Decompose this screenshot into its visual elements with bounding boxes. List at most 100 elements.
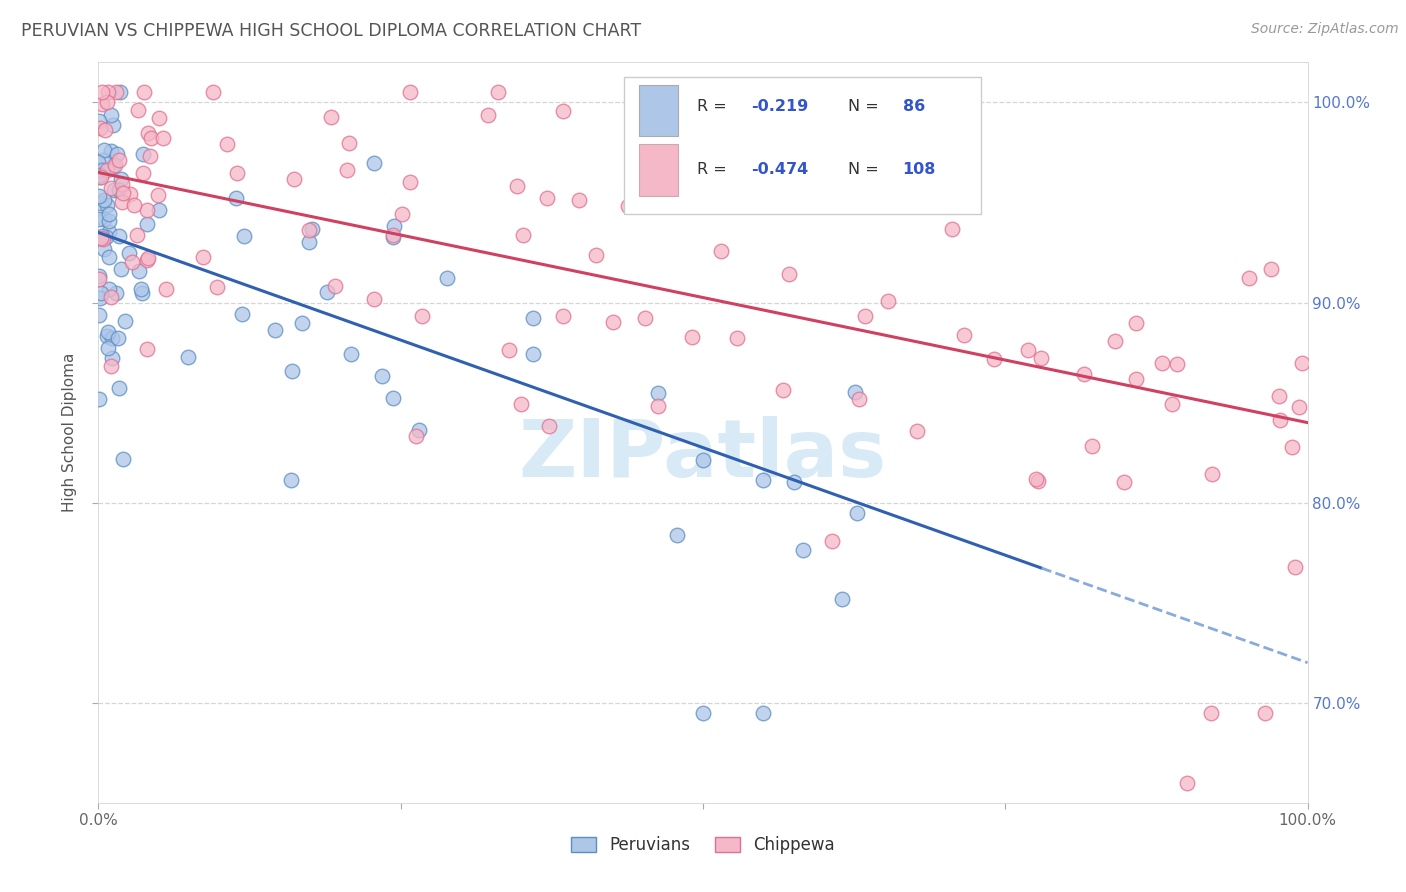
Point	[101, 351, 124, 365]
Point	[381, 230, 404, 244]
Point	[1031, 351, 1053, 366]
Point	[681, 330, 703, 344]
Y-axis label: High School Diploma: High School Diploma	[62, 353, 77, 512]
Point	[104, 158, 127, 172]
Point	[568, 193, 591, 207]
Point	[853, 310, 876, 324]
Point	[647, 399, 669, 413]
Point	[100, 145, 122, 159]
Point	[98, 282, 121, 296]
Point	[105, 86, 128, 100]
Point	[783, 475, 806, 489]
Point	[202, 86, 225, 100]
Point	[148, 111, 170, 125]
Point	[100, 108, 122, 122]
Point	[553, 104, 575, 119]
Point	[91, 153, 114, 167]
Point	[89, 120, 111, 135]
Point	[509, 397, 531, 411]
Point	[845, 506, 868, 520]
Point	[692, 706, 714, 720]
Point	[127, 227, 149, 242]
Point	[831, 592, 853, 607]
Text: R =: R =	[697, 162, 733, 178]
Point	[506, 178, 529, 193]
Point	[136, 343, 159, 357]
Point	[1026, 474, 1049, 488]
Point	[93, 211, 115, 226]
Point	[1260, 261, 1282, 276]
Point	[633, 311, 655, 326]
Point	[291, 316, 314, 330]
Point	[1150, 356, 1173, 370]
Point	[87, 189, 110, 203]
Point	[336, 163, 359, 178]
Point	[105, 147, 128, 161]
Point	[281, 363, 304, 377]
Point	[152, 131, 174, 145]
Point	[122, 197, 145, 211]
Point	[111, 178, 134, 192]
Point	[93, 193, 115, 207]
Point	[191, 250, 214, 264]
Point	[134, 86, 156, 100]
Point	[1284, 560, 1306, 574]
Point	[110, 172, 132, 186]
Point	[89, 291, 111, 305]
Point	[89, 169, 111, 184]
Point	[129, 282, 152, 296]
Point	[486, 86, 509, 100]
Point	[848, 392, 870, 407]
Legend: Peruvians, Chippewa: Peruvians, Chippewa	[564, 830, 842, 861]
Point	[280, 473, 302, 487]
Point	[112, 186, 135, 201]
Point	[97, 326, 120, 340]
Point	[97, 225, 120, 239]
Point	[87, 211, 110, 226]
Point	[107, 183, 129, 197]
FancyBboxPatch shape	[638, 144, 678, 195]
Point	[93, 242, 115, 256]
Point	[321, 111, 343, 125]
Point	[96, 95, 118, 109]
Point	[692, 453, 714, 467]
Point	[118, 246, 141, 260]
Point	[225, 191, 247, 205]
FancyBboxPatch shape	[638, 85, 678, 136]
Point	[522, 347, 544, 361]
Point	[551, 309, 574, 323]
Point	[91, 97, 114, 112]
Point	[477, 108, 499, 122]
Point	[877, 294, 900, 309]
Point	[522, 310, 544, 325]
Point	[94, 122, 117, 136]
Point	[121, 255, 143, 269]
Point	[98, 207, 121, 221]
Point	[100, 290, 122, 304]
Point	[87, 309, 110, 323]
Point	[585, 248, 607, 262]
Point	[96, 198, 118, 212]
Point	[155, 282, 177, 296]
Point	[90, 169, 112, 184]
Point	[1073, 368, 1095, 382]
Point	[1175, 776, 1198, 790]
Point	[391, 207, 413, 221]
Point	[136, 126, 159, 140]
Point	[1017, 343, 1039, 357]
Point	[100, 359, 122, 374]
Point	[405, 429, 427, 443]
Point	[89, 272, 111, 286]
Point	[905, 425, 928, 439]
Point	[90, 86, 112, 100]
Point	[96, 230, 118, 244]
Point	[283, 172, 305, 186]
Point	[131, 285, 153, 300]
Point	[107, 331, 129, 345]
Point	[821, 533, 844, 548]
Point	[138, 251, 160, 265]
Point	[91, 232, 114, 246]
Point	[118, 187, 141, 202]
Point	[90, 286, 112, 301]
Point	[108, 153, 131, 168]
